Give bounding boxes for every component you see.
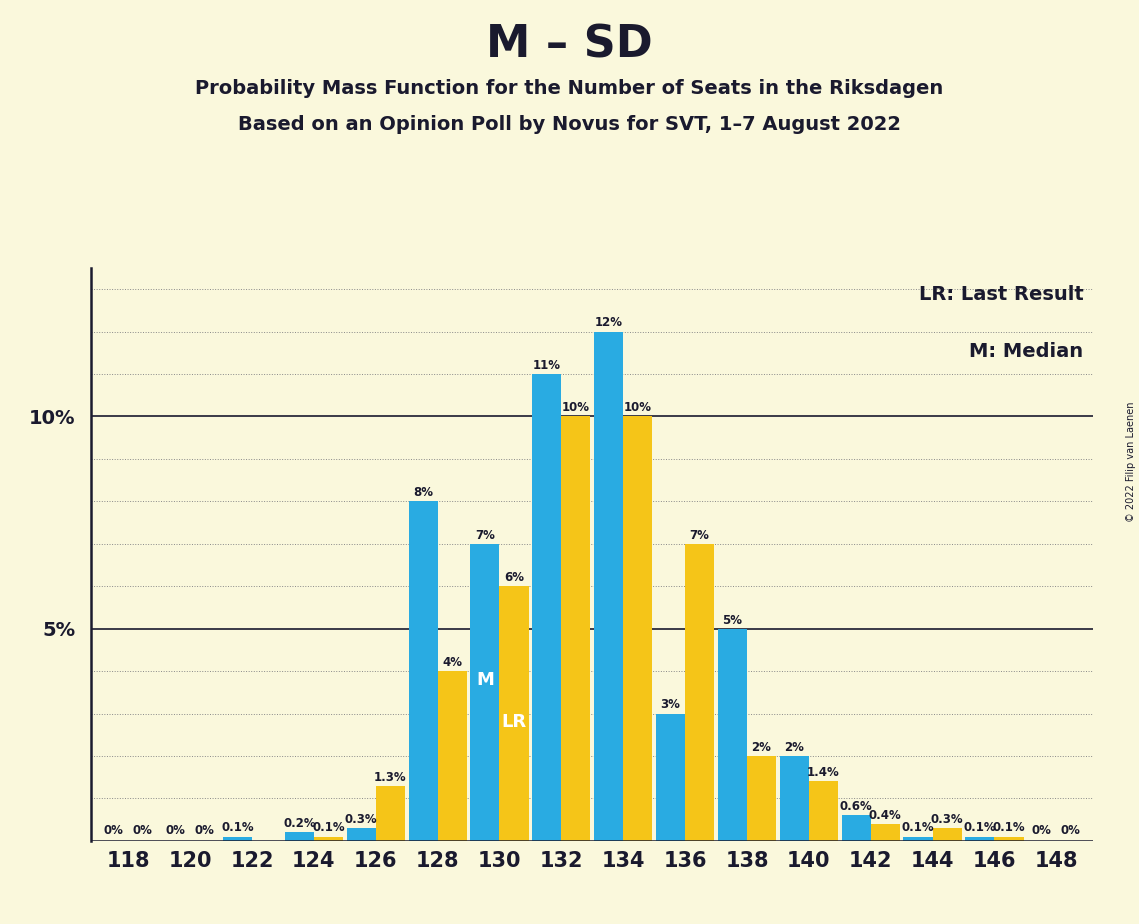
Text: 1.4%: 1.4%	[808, 766, 839, 779]
Text: 5%: 5%	[722, 614, 743, 626]
Text: LR: LR	[501, 713, 526, 731]
Text: 6%: 6%	[505, 571, 524, 584]
Text: 0%: 0%	[1032, 823, 1051, 836]
Text: 0.1%: 0.1%	[964, 821, 997, 834]
Text: M – SD: M – SD	[486, 23, 653, 67]
Text: 7%: 7%	[475, 529, 494, 541]
Text: 0.1%: 0.1%	[993, 821, 1025, 834]
Text: 4%: 4%	[442, 656, 462, 669]
Text: 0.1%: 0.1%	[312, 821, 345, 834]
Text: © 2022 Filip van Laenen: © 2022 Filip van Laenen	[1126, 402, 1136, 522]
Text: 7%: 7%	[690, 529, 710, 541]
Text: 3%: 3%	[661, 699, 680, 711]
Text: 8%: 8%	[413, 486, 433, 499]
Text: 0.3%: 0.3%	[931, 813, 964, 826]
Bar	[500, 586, 528, 841]
Text: 11%: 11%	[533, 359, 560, 372]
Bar	[966, 836, 994, 841]
Text: LR: Last Result: LR: Last Result	[919, 286, 1083, 304]
Text: M: Median: M: Median	[969, 343, 1083, 361]
Text: Probability Mass Function for the Number of Seats in the Riksdagen: Probability Mass Function for the Number…	[196, 79, 943, 98]
Bar	[685, 544, 714, 841]
Text: 0%: 0%	[133, 823, 153, 836]
Bar	[623, 417, 653, 841]
Text: 0%: 0%	[104, 823, 124, 836]
Bar	[870, 824, 900, 841]
Bar	[532, 374, 562, 841]
Text: 1.3%: 1.3%	[374, 771, 407, 784]
Bar	[656, 713, 685, 841]
Text: 0%: 0%	[1060, 823, 1081, 836]
Text: 2%: 2%	[785, 741, 804, 754]
Bar	[437, 671, 467, 841]
Text: 0.2%: 0.2%	[282, 817, 316, 831]
Text: 0.3%: 0.3%	[345, 813, 377, 826]
Text: 12%: 12%	[595, 317, 623, 330]
Text: 0.4%: 0.4%	[869, 808, 902, 821]
Text: 2%: 2%	[752, 741, 771, 754]
Bar	[842, 815, 870, 841]
Text: Based on an Opinion Poll by Novus for SVT, 1–7 August 2022: Based on an Opinion Poll by Novus for SV…	[238, 116, 901, 135]
Text: 0.1%: 0.1%	[902, 821, 934, 834]
Bar	[346, 828, 376, 841]
Bar	[223, 836, 252, 841]
Text: 0%: 0%	[195, 823, 214, 836]
Text: 0.6%: 0.6%	[839, 800, 872, 813]
Bar	[994, 836, 1024, 841]
Bar	[903, 836, 933, 841]
Bar	[285, 833, 314, 841]
Text: 0%: 0%	[165, 823, 186, 836]
Bar	[470, 544, 500, 841]
Bar	[780, 756, 809, 841]
Text: 10%: 10%	[562, 401, 590, 414]
Bar	[747, 756, 776, 841]
Bar	[595, 332, 623, 841]
Bar	[562, 417, 590, 841]
Text: 10%: 10%	[624, 401, 652, 414]
Text: 0.1%: 0.1%	[221, 821, 254, 834]
Bar	[409, 502, 437, 841]
Bar	[933, 828, 961, 841]
Bar	[718, 628, 747, 841]
Bar	[809, 782, 838, 841]
Text: M: M	[476, 671, 494, 688]
Bar	[376, 785, 404, 841]
Bar	[314, 836, 343, 841]
